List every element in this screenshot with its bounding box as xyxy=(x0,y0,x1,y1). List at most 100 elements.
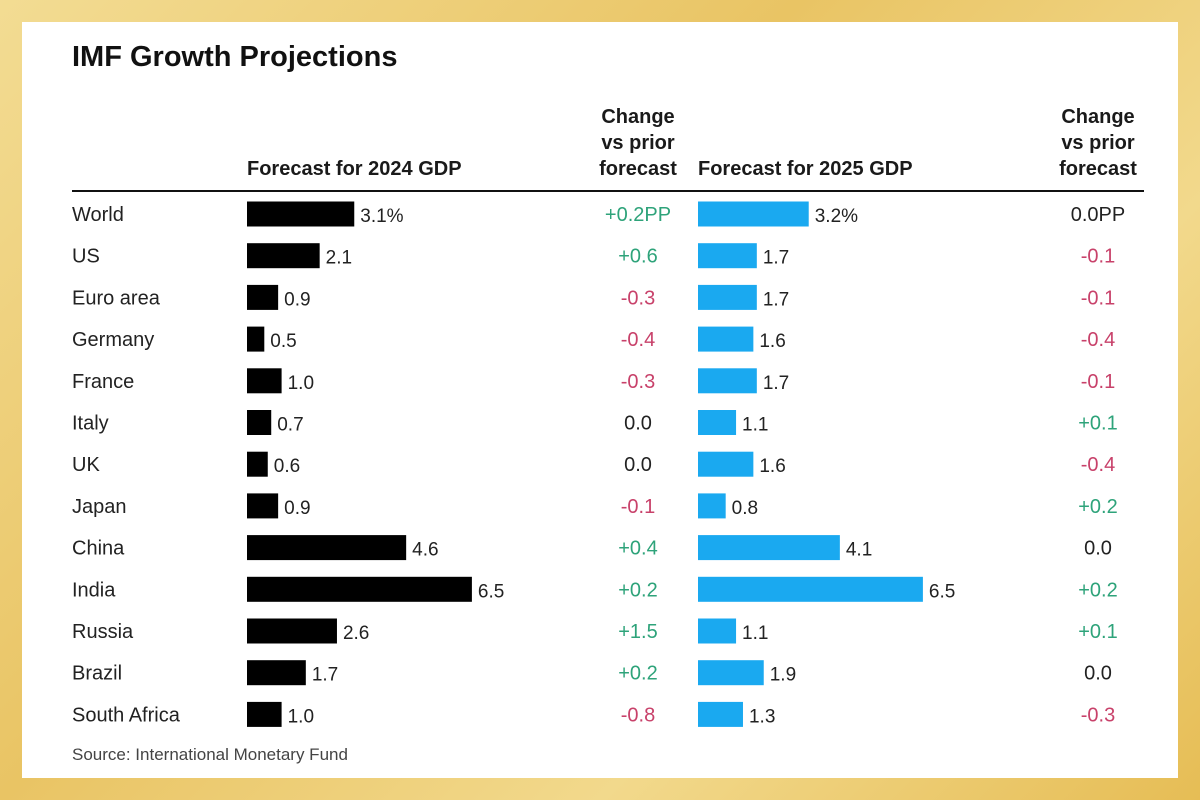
bar-2024 xyxy=(247,576,472,602)
change-2024: +0.2 xyxy=(618,579,657,601)
value-label-2025: 1.9 xyxy=(770,665,796,686)
bar-2024 xyxy=(247,326,265,352)
change-2024: +0.2 xyxy=(618,663,657,685)
bar-2024 xyxy=(247,201,355,227)
bar-2024 xyxy=(247,618,337,644)
header-2025-change-line1: Change xyxy=(1061,106,1134,128)
value-label-2024: 0.6 xyxy=(274,456,300,477)
change-2025: 0.0PP xyxy=(1071,204,1125,226)
bar-2024 xyxy=(247,535,407,561)
row-label: Brazil xyxy=(72,663,122,685)
change-2024: 0.0 xyxy=(624,454,652,476)
value-label-2025: 3.2% xyxy=(815,206,858,227)
row-label: US xyxy=(72,246,100,268)
row-label: Italy xyxy=(72,413,109,435)
value-label-2025: 1.6 xyxy=(759,331,785,352)
imf-growth-chart: IMF Growth Projections Forecast for 2024… xyxy=(72,41,1144,764)
value-label-2024: 0.9 xyxy=(284,498,310,519)
value-label-2025: 1.7 xyxy=(763,248,789,269)
value-label-2024: 6.5 xyxy=(478,581,504,602)
bar-2025 xyxy=(698,493,726,519)
value-label-2024: 3.1% xyxy=(360,206,403,227)
bar-2025 xyxy=(698,284,757,310)
header-2024-change-line2: vs prior xyxy=(601,132,675,154)
change-2025: -0.4 xyxy=(1081,454,1115,476)
change-2025: -0.1 xyxy=(1081,246,1115,268)
bar-2025 xyxy=(698,201,809,227)
value-label-2025: 6.5 xyxy=(929,581,955,602)
change-2025: 0.0 xyxy=(1084,538,1112,560)
value-label-2025: 1.1 xyxy=(742,415,768,436)
change-2025: +0.2 xyxy=(1078,579,1117,601)
change-2024: -0.8 xyxy=(621,704,655,726)
chart-title: IMF Growth Projections xyxy=(72,41,397,73)
change-2024: -0.4 xyxy=(621,329,655,351)
chart-card: IMF Growth Projections Forecast for 2024… xyxy=(22,22,1178,778)
change-2025: 0.0 xyxy=(1084,663,1112,685)
change-2024: +0.6 xyxy=(618,246,657,268)
source-note: Source: International Monetary Fund xyxy=(72,745,348,764)
row-label: Germany xyxy=(72,329,154,351)
change-2025: +0.1 xyxy=(1078,413,1117,435)
bar-2024 xyxy=(247,284,279,310)
bar-2024 xyxy=(247,493,279,519)
bar-2025 xyxy=(698,368,757,394)
value-label-2024: 2.1 xyxy=(326,248,352,269)
value-label-2024: 0.9 xyxy=(284,289,310,310)
header-2025-change-line2: vs prior xyxy=(1061,132,1135,154)
value-label-2024: 1.7 xyxy=(312,665,338,686)
value-label-2025: 1.1 xyxy=(742,623,768,644)
row-label: China xyxy=(72,538,125,560)
value-label-2025: 0.8 xyxy=(732,498,758,519)
change-2024: 0.0 xyxy=(624,413,652,435)
change-2025: +0.1 xyxy=(1078,621,1117,643)
value-label-2024: 2.6 xyxy=(343,623,369,644)
value-label-2024: 1.0 xyxy=(288,706,314,727)
bar-2025 xyxy=(698,660,764,686)
header-2024-change-line1: Change xyxy=(601,106,674,128)
value-label-2024: 1.0 xyxy=(288,373,314,394)
bar-2025 xyxy=(698,410,737,435)
value-label-2025: 1.6 xyxy=(759,456,785,477)
value-label-2024: 4.6 xyxy=(412,540,438,561)
header-2025-change-line3: forecast xyxy=(1059,158,1137,180)
row-label: Russia xyxy=(72,621,134,643)
bar-2024 xyxy=(247,701,282,727)
header-2024-forecast: Forecast for 2024 GDP xyxy=(247,158,462,180)
bar-2025 xyxy=(698,618,737,644)
bar-2025 xyxy=(698,535,840,561)
change-2025: -0.1 xyxy=(1081,287,1115,309)
change-2025: -0.3 xyxy=(1081,704,1115,726)
change-2024: -0.1 xyxy=(621,496,655,518)
value-label-2025: 4.1 xyxy=(846,540,872,561)
row-label: India xyxy=(72,579,116,601)
change-2024: -0.3 xyxy=(621,287,655,309)
row-label: Euro area xyxy=(72,287,161,309)
row-label: South Africa xyxy=(72,704,181,726)
change-2024: +0.4 xyxy=(618,538,657,560)
value-label-2025: 1.7 xyxy=(763,373,789,394)
value-label-2024: 0.7 xyxy=(277,415,303,436)
row-label: UK xyxy=(72,454,100,476)
bar-2025 xyxy=(698,701,743,727)
row-label: Japan xyxy=(72,496,127,518)
header-2024-change-line3: forecast xyxy=(599,158,677,180)
bar-2024 xyxy=(247,660,306,686)
bar-2024 xyxy=(247,243,320,269)
value-label-2025: 1.7 xyxy=(763,289,789,310)
row-label: World xyxy=(72,204,124,226)
header-2025-forecast: Forecast for 2025 GDP xyxy=(698,158,913,180)
bar-2025 xyxy=(698,576,923,602)
change-2024: +1.5 xyxy=(618,621,657,643)
change-2024: +0.2PP xyxy=(605,204,671,226)
chart-rows: World 3.1% +0.2PP 3.2% 0.0PP US 2.1 +0.6 1.7 -0.1… xyxy=(72,201,1125,727)
bar-2025 xyxy=(698,326,754,352)
value-label-2025: 1.3 xyxy=(749,706,775,727)
change-2025: -0.1 xyxy=(1081,371,1115,393)
change-2025: +0.2 xyxy=(1078,496,1117,518)
bar-2024 xyxy=(247,368,282,394)
bar-2024 xyxy=(247,410,272,435)
bar-2025 xyxy=(698,243,757,269)
change-2025: -0.4 xyxy=(1081,329,1115,351)
value-label-2024: 0.5 xyxy=(270,331,296,352)
